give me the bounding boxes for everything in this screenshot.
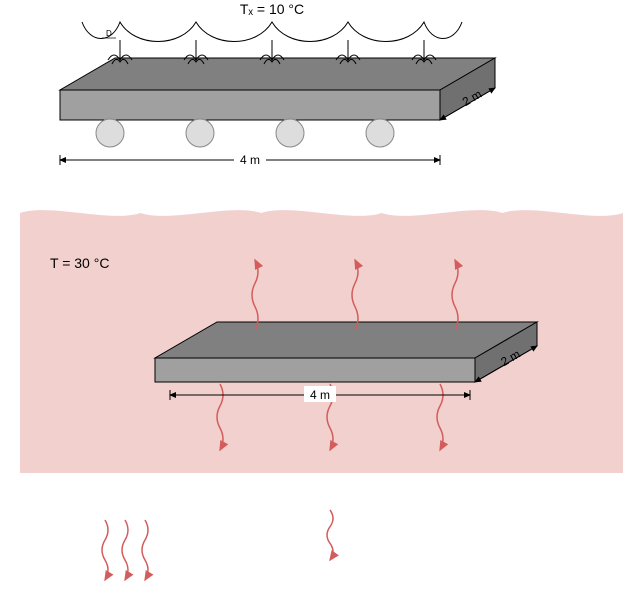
stray-heat-arrow <box>102 520 108 580</box>
ambient-temp-label: T = 30 °C <box>50 255 109 271</box>
bottom-slab <box>155 322 537 382</box>
roller-ball <box>186 119 214 147</box>
dim-label: 4 m <box>240 153 260 167</box>
dim-label: 4 m <box>310 388 330 402</box>
top-slab <box>60 58 495 120</box>
stray-heat-arrow <box>122 520 128 580</box>
jet-temp-label: Tₓ = 10 °C <box>240 1 304 17</box>
roller-ball <box>366 119 394 147</box>
stray-heat-arrow <box>142 520 148 580</box>
roller-ball <box>276 119 304 147</box>
roller-ball <box>96 119 124 147</box>
stray-heat-arrow <box>327 510 333 560</box>
jet-bell-profile <box>82 22 462 42</box>
